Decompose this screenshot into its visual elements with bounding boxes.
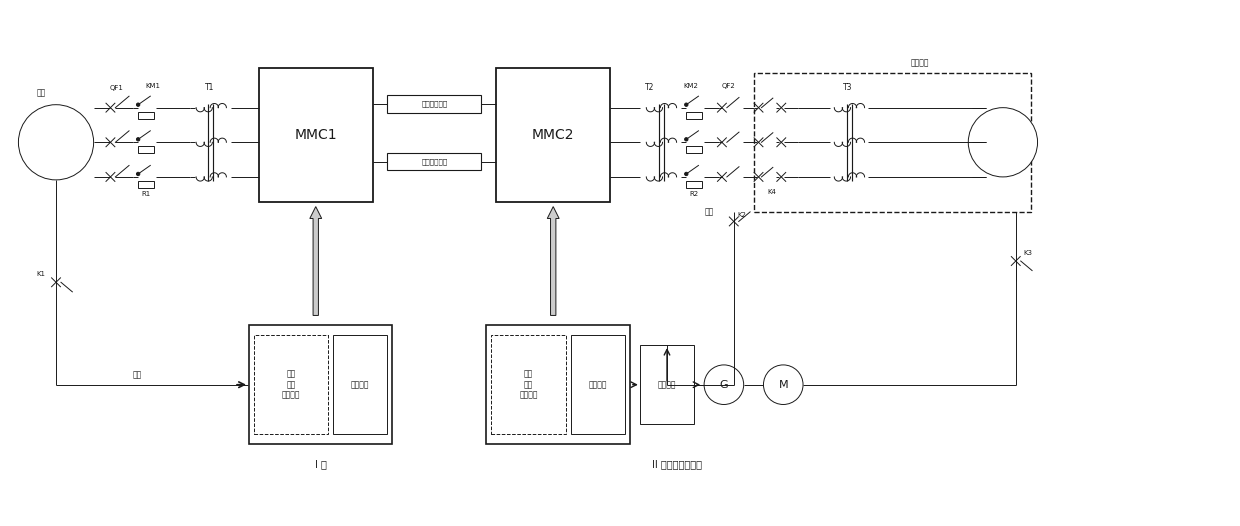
- Text: 电网: 电网: [36, 88, 46, 97]
- Text: 阀控
极控
控制系统: 阀控 极控 控制系统: [281, 370, 300, 400]
- Bar: [686, 146, 702, 153]
- Text: KM1: KM1: [145, 83, 160, 89]
- Text: KM2: KM2: [683, 83, 698, 89]
- Polygon shape: [547, 207, 559, 316]
- Bar: [686, 181, 702, 188]
- Text: K4: K4: [768, 189, 776, 195]
- Circle shape: [136, 138, 140, 141]
- Bar: [254, 335, 329, 434]
- Text: 线路模拟装置: 线路模拟装置: [422, 158, 448, 165]
- Text: R2: R2: [689, 191, 699, 197]
- Text: 线路模拟装置: 线路模拟装置: [422, 101, 448, 107]
- Text: T3: T3: [843, 83, 852, 93]
- Text: QF2: QF2: [722, 83, 735, 89]
- Circle shape: [684, 103, 688, 106]
- Circle shape: [684, 173, 688, 176]
- Bar: [249, 326, 392, 444]
- Text: 冷却系统: 冷却系统: [589, 380, 608, 389]
- Circle shape: [19, 105, 93, 180]
- Bar: [138, 181, 154, 188]
- Text: 冷却系统: 冷却系统: [351, 380, 370, 389]
- Text: T2: T2: [645, 83, 655, 93]
- Text: 阀控
极控
控制系统: 阀控 极控 控制系统: [520, 370, 538, 400]
- Text: K3: K3: [1023, 250, 1032, 256]
- Text: T1: T1: [205, 83, 215, 93]
- Text: I 端: I 端: [315, 459, 326, 469]
- Bar: [387, 153, 481, 170]
- Text: R1: R1: [141, 191, 151, 197]
- Bar: [570, 335, 625, 434]
- Circle shape: [764, 365, 804, 404]
- Circle shape: [968, 108, 1038, 177]
- Circle shape: [136, 103, 140, 106]
- Circle shape: [704, 365, 744, 404]
- Text: MMC2: MMC2: [532, 128, 574, 142]
- Text: M: M: [779, 380, 789, 390]
- Circle shape: [684, 138, 688, 141]
- Bar: [259, 68, 373, 201]
- Text: K2: K2: [738, 211, 746, 218]
- Text: 电源: 电源: [704, 207, 714, 216]
- Bar: [334, 335, 387, 434]
- Text: 模拟电网: 模拟电网: [910, 58, 929, 68]
- Text: QF1: QF1: [109, 85, 123, 91]
- Bar: [686, 112, 702, 118]
- Text: 转换开关: 转换开关: [657, 380, 676, 389]
- Bar: [387, 95, 481, 113]
- Bar: [486, 326, 630, 444]
- Text: K1: K1: [37, 271, 46, 277]
- Text: G: G: [719, 380, 728, 390]
- Circle shape: [136, 173, 140, 176]
- Bar: [138, 146, 154, 153]
- Bar: [754, 73, 1030, 211]
- Bar: [640, 345, 694, 424]
- Bar: [491, 335, 565, 434]
- Bar: [496, 68, 610, 201]
- Text: MMC1: MMC1: [294, 128, 337, 142]
- Text: 电源: 电源: [133, 370, 143, 379]
- Bar: [138, 112, 154, 118]
- Text: II 端（黑启动端）: II 端（黑启动端）: [652, 459, 702, 469]
- Polygon shape: [310, 207, 321, 316]
